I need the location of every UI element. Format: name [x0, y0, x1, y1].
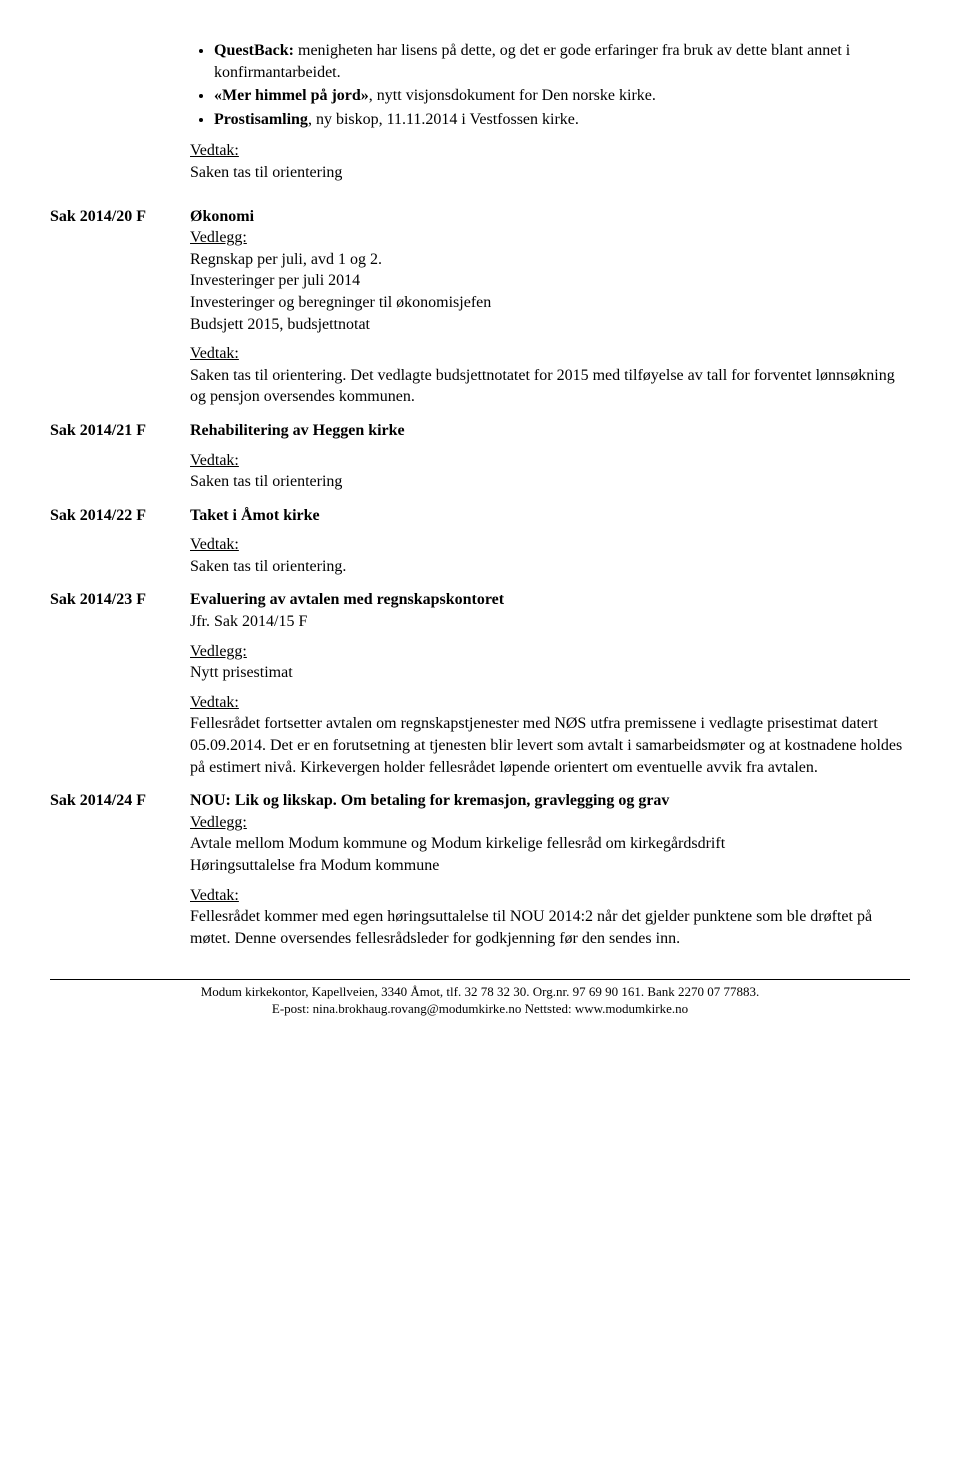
intro-bullet-1: QuestBack: menigheten har lisens på dett…: [214, 40, 910, 83]
intro-bullet-3-prefix: Prostisamling: [214, 111, 308, 128]
intro-bullet-1-prefix: QuestBack:: [214, 42, 294, 59]
intro-vedtak: Vedtak: Saken tas til orientering: [190, 140, 910, 183]
sak20-body: Økonomi Vedlegg: Regnskap per juli, avd …: [190, 206, 910, 408]
sak20-vedlegg-2: Investeringer per juli 2014: [190, 270, 910, 292]
sak24-vedtak-label: Vedtak:: [190, 885, 910, 907]
sak21-row: Sak 2014/21 F Rehabilitering av Heggen k…: [50, 420, 910, 493]
sak21-vedtak-text: Saken tas til orientering: [190, 471, 910, 493]
intro-left-empty: [50, 40, 190, 194]
footer-line-2: E-post: nina.brokhaug.rovang@modumkirke.…: [50, 1001, 910, 1018]
sak24-title: NOU: Lik og likskap. Om betaling for kre…: [190, 790, 910, 812]
sak20-id: Sak 2014/20 F: [50, 206, 190, 408]
intro-vedtak-label: Vedtak:: [190, 140, 910, 162]
intro-bullet-2-prefix: «Mer himmel på jord»: [214, 87, 369, 104]
intro-bullet-2: «Mer himmel på jord», nytt visjonsdokume…: [214, 85, 910, 107]
sak21-title: Rehabilitering av Heggen kirke: [190, 420, 910, 442]
intro-bullets: QuestBack: menigheten har lisens på dett…: [190, 40, 910, 130]
intro-row: QuestBack: menigheten har lisens på dett…: [50, 40, 910, 194]
sak20-vedlegg-3: Investeringer og beregninger til økonomi…: [190, 292, 910, 314]
sak24-body: NOU: Lik og likskap. Om betaling for kre…: [190, 790, 910, 949]
sak23-row: Sak 2014/23 F Evaluering av avtalen med …: [50, 589, 910, 778]
footer-line-1: Modum kirkekontor, Kapellveien, 3340 Åmo…: [50, 984, 910, 1001]
sak23-vedtak-label: Vedtak:: [190, 692, 910, 714]
sak24-vedlegg-label: Vedlegg:: [190, 812, 910, 834]
sak20-vedlegg-1: Regnskap per juli, avd 1 og 2.: [190, 249, 910, 271]
intro-vedtak-text: Saken tas til orientering: [190, 162, 910, 184]
sak22-row: Sak 2014/22 F Taket i Åmot kirke Vedtak:…: [50, 505, 910, 578]
sak22-vedtak-text: Saken tas til orientering.: [190, 556, 910, 578]
intro-bullet-3-text: , ny biskop, 11.11.2014 i Vestfossen kir…: [308, 111, 579, 128]
intro-bullet-1-text: menigheten har lisens på dette, og det e…: [214, 42, 850, 81]
sak21-body: Rehabilitering av Heggen kirke Vedtak: S…: [190, 420, 910, 493]
sak21-id: Sak 2014/21 F: [50, 420, 190, 493]
sak20-vedtak-label: Vedtak:: [190, 343, 910, 365]
sak24-vedlegg-1: Avtale mellom Modum kommune og Modum kir…: [190, 833, 910, 855]
sak24-vedlegg-2: Høringsuttalelse fra Modum kommune: [190, 855, 910, 877]
sak22-title: Taket i Åmot kirke: [190, 505, 910, 527]
sak22-id: Sak 2014/22 F: [50, 505, 190, 578]
intro-right: QuestBack: menigheten har lisens på dett…: [190, 40, 910, 194]
sak24-id: Sak 2014/24 F: [50, 790, 190, 949]
intro-bullet-3: Prostisamling, ny biskop, 11.11.2014 i V…: [214, 109, 910, 131]
sak20-vedlegg-label: Vedlegg:: [190, 227, 910, 249]
sak23-vedtak-text: Fellesrådet fortsetter avtalen om regnsk…: [190, 713, 910, 778]
sak24-vedtak-text: Fellesrådet kommer med egen høringsuttal…: [190, 906, 910, 949]
sak20-vedlegg-4: Budsjett 2015, budsjettnotat: [190, 314, 910, 336]
sak20-title: Økonomi: [190, 206, 910, 228]
sak23-subline: Jfr. Sak 2014/15 F: [190, 611, 910, 633]
sak24-row: Sak 2014/24 F NOU: Lik og likskap. Om be…: [50, 790, 910, 949]
page-footer: Modum kirkekontor, Kapellveien, 3340 Åmo…: [50, 979, 910, 1018]
sak23-id: Sak 2014/23 F: [50, 589, 190, 778]
sak22-vedtak-label: Vedtak:: [190, 534, 910, 556]
sak21-vedtak-label: Vedtak:: [190, 450, 910, 472]
sak23-vedlegg-label: Vedlegg:: [190, 641, 910, 663]
sak23-body: Evaluering av avtalen med regnskapskonto…: [190, 589, 910, 778]
sak20-row: Sak 2014/20 F Økonomi Vedlegg: Regnskap …: [50, 206, 910, 408]
intro-bullet-2-text: , nytt visjonsdokument for Den norske ki…: [369, 87, 656, 104]
sak23-vedlegg-1: Nytt prisestimat: [190, 662, 910, 684]
sak23-title: Evaluering av avtalen med regnskapskonto…: [190, 589, 910, 611]
sak22-body: Taket i Åmot kirke Vedtak: Saken tas til…: [190, 505, 910, 578]
sak20-vedtak-text: Saken tas til orientering. Det vedlagte …: [190, 365, 910, 408]
